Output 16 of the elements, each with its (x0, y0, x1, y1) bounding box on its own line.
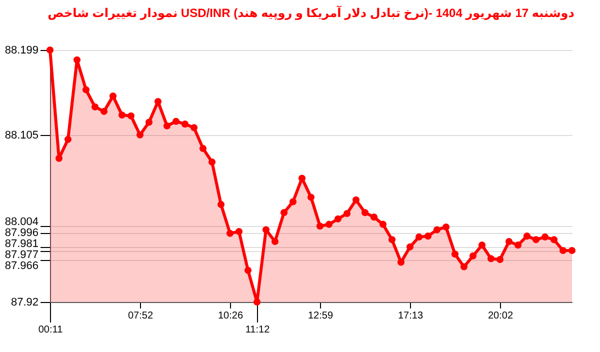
y-tick-label: 88.199 (4, 44, 38, 56)
x-tick-label: 00:11 (38, 324, 64, 336)
x-tick-label: 07:52 (128, 310, 154, 322)
x-tick-label: 17:13 (398, 310, 424, 322)
x-tick-label: 20:02 (488, 310, 514, 322)
y-tick-label: 87.981 (4, 238, 38, 250)
y-tick-label: 87.92 (10, 296, 38, 308)
x-tick-label: 10:26 (218, 310, 244, 322)
y-tick-label: 88.105 (4, 129, 38, 142)
y-tick-label: 88.004 (4, 216, 38, 228)
x-tick-label: 11:12 (245, 324, 270, 336)
y-tick-label: 87.996 (4, 226, 38, 239)
chart-title: نمودار تغییرات شاخص USD/INR (نرخ تبادل دلار آمریکا و روپیه هند)- دوشنبه 17 شهریور 1404 (48, 5, 574, 20)
x-tick-label: 12:59 (308, 310, 334, 322)
y-tick-label: 87.966 (4, 260, 38, 272)
y-tick-label: 87.977 (4, 248, 38, 261)
